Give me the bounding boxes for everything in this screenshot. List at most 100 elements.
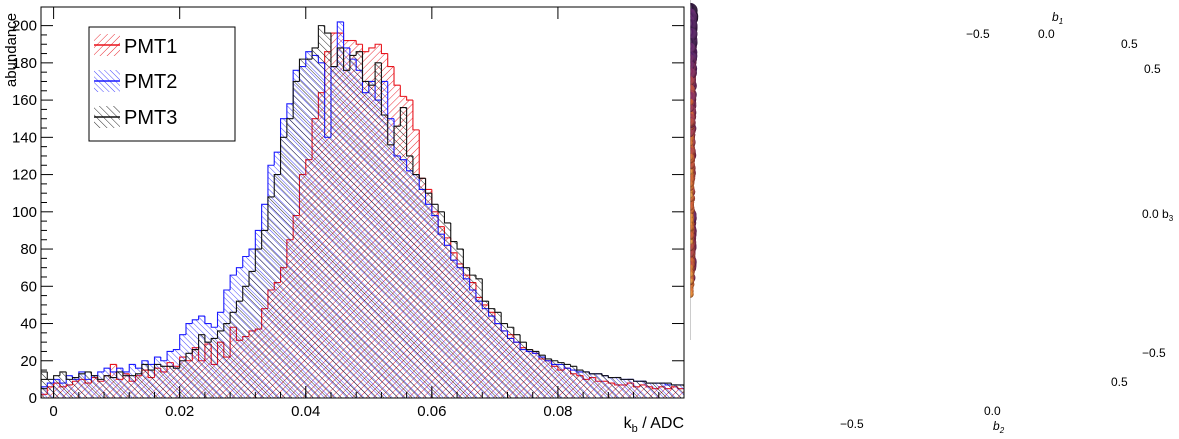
- bar-pmt2-25: [198, 315, 205, 320]
- axis-label-b2: b2: [993, 419, 1005, 434]
- bar-pmt3-56: [393, 125, 401, 145]
- bar-pmt3-71: [488, 301, 495, 310]
- bar-pmt3-55: [387, 114, 395, 146]
- bar-pmt1-48: [343, 33, 350, 42]
- bar-pmt2-33: [248, 248, 256, 257]
- bar-pmt3-41: [298, 58, 306, 82]
- bar-pmt3-3: [59, 371, 67, 376]
- bar-pmt3-54: [380, 62, 388, 116]
- bar-pmt3-45: [324, 25, 331, 34]
- bubble-cube-chart: b1 −0.5 0.0 0.5 0.5 0.0 b3 −0.5 −0.5 0.0…: [681, 0, 1174, 435]
- bar-pmt2-14: [128, 363, 136, 372]
- bar-pmt2-11: [109, 368, 117, 373]
- b3-tick-pos: 0.5: [1144, 62, 1161, 76]
- bar-pmt3-28: [216, 330, 224, 339]
- x-tick-label: 0.02: [165, 403, 194, 420]
- bar-pmt3-85: [576, 366, 584, 371]
- bar-pmt3-13: [122, 371, 130, 377]
- bar-pmt3-59: [412, 155, 420, 176]
- x-axis-label: kb / ADC: [624, 415, 684, 434]
- bar-pmt3-58: [406, 107, 413, 157]
- series-pmt3: [41, 25, 684, 398]
- y-tick-label: 100: [12, 204, 37, 221]
- bar-pmt2-22: [179, 334, 186, 350]
- bar-pmt3-60: [418, 174, 426, 179]
- bar-pmt3-6: [78, 373, 86, 378]
- b1-tick-neg: −0.5: [966, 27, 990, 41]
- bar-pmt2-21: [172, 349, 180, 352]
- bar-pmt3-21: [172, 366, 180, 369]
- bar-pmt3-53: [374, 62, 382, 86]
- bar-pmt3-68: [469, 267, 476, 276]
- bar-pmt1-53: [374, 43, 382, 48]
- bar-pmt2-17: [147, 360, 155, 366]
- bar-pmt2-9: [97, 371, 105, 376]
- bar-pmt3-30: [229, 311, 237, 324]
- bar-pmt2-37: [273, 151, 281, 166]
- y-tick-label: 180: [12, 55, 37, 72]
- bar-pmt3-77: [525, 342, 533, 351]
- bar-pmt2-31: [235, 267, 243, 276]
- bar-pmt3-79: [538, 351, 546, 356]
- bar-pmt3-87: [588, 371, 596, 375]
- bar-pmt2-13: [122, 368, 130, 373]
- bar-pmt3-27: [210, 337, 218, 343]
- bar-pmt3-65: [450, 222, 458, 243]
- bar-pmt3-89: [601, 373, 609, 377]
- bar-pmt3-63: [437, 204, 445, 213]
- bar-pmt3-16: [141, 363, 149, 374]
- bar-pmt3-34: [254, 248, 262, 272]
- bubble-cube-panel: b1 −0.5 0.0 0.5 0.5 0.0 b3 −0.5 −0.5 0.0…: [681, 0, 1179, 435]
- bar-pmt3-44: [317, 25, 325, 48]
- bar-pmt3-2: [53, 375, 60, 380]
- legend-label-pmt1: PMT1: [124, 36, 177, 58]
- bar-pmt3-33: [248, 270, 256, 287]
- y-tick-label: 0: [29, 390, 37, 407]
- bar-pmt2-34: [254, 229, 262, 250]
- bar-pmt3-18: [153, 363, 161, 371]
- x-tick-label: 0.08: [543, 403, 572, 420]
- bar-pmt3-100: [670, 383, 678, 386]
- bar-pmt3-10: [103, 375, 111, 380]
- bar-pmt1-58: [406, 96, 413, 101]
- bar-pmt3-17: [147, 364, 155, 371]
- bar-pmt3-46: [330, 33, 338, 68]
- bar-pmt3-96: [645, 381, 653, 384]
- bar-pmt1-50: [355, 40, 363, 45]
- bar-pmt3-19: [160, 364, 168, 367]
- bar-pmt2-32: [242, 255, 250, 268]
- bar-pmt3-64: [443, 211, 451, 224]
- y-tick-label: 140: [12, 129, 37, 146]
- bar-pmt3-26: [204, 334, 212, 343]
- bar-pmt3-76: [519, 334, 527, 343]
- bar-pmt3-90: [607, 375, 615, 379]
- bar-pmt3-5: [71, 376, 79, 380]
- bar-pmt3-31: [235, 300, 243, 313]
- legend-label-pmt3: PMT3: [124, 107, 177, 129]
- bar-pmt3-48: [343, 47, 350, 71]
- bar-pmt1-61: [424, 178, 432, 191]
- bar-pmt3-22: [179, 360, 186, 369]
- x-tick-label: 0.04: [291, 403, 320, 420]
- bar-pmt3-67: [462, 249, 470, 269]
- bar-pmt3-61: [424, 178, 432, 194]
- bar-pmt3-29: [223, 322, 231, 331]
- y-tick-label: 120: [12, 167, 37, 184]
- y-tick-label: 200: [12, 18, 37, 35]
- b1-tick-pos: 0.5: [1121, 37, 1138, 51]
- bar-pmt1-56: [393, 66, 401, 86]
- bar-pmt3-49: [349, 54, 357, 71]
- bar-pmt3-82: [557, 360, 565, 364]
- bar-pmt3-1: [46, 371, 54, 380]
- bar-pmt3-92: [620, 377, 628, 380]
- bar-pmt3-9: [97, 375, 105, 380]
- bar-pmt3-57: [399, 106, 407, 127]
- b2-tick-neg: −0.5: [840, 417, 864, 431]
- bar-pmt1-59: [412, 100, 420, 131]
- bar-pmt3-66: [456, 241, 464, 250]
- bar-pmt3-94: [633, 379, 640, 382]
- y-tick-label: 20: [20, 353, 37, 370]
- bar-pmt3-11: [109, 375, 117, 379]
- bar-pmt2-39: [286, 103, 294, 119]
- x-tick-label: 0: [49, 403, 57, 420]
